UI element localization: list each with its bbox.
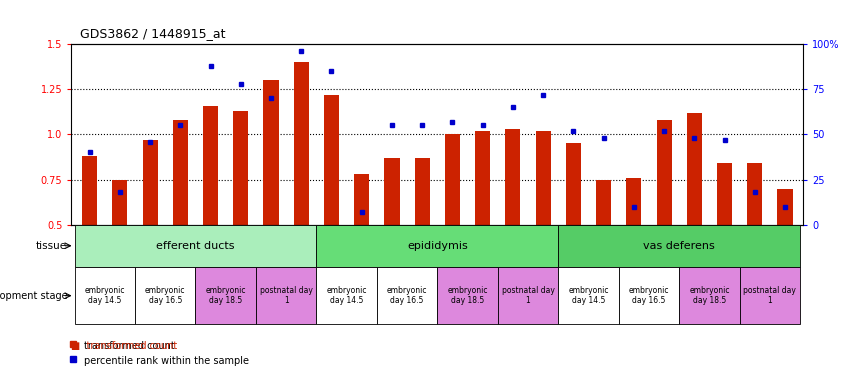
Text: vas deferens: vas deferens <box>643 241 715 251</box>
Text: embryonic
day 16.5: embryonic day 16.5 <box>145 286 186 305</box>
Bar <box>498 267 558 324</box>
Text: GDS3862 / 1448915_at: GDS3862 / 1448915_at <box>80 27 225 40</box>
Bar <box>233 111 248 225</box>
Bar <box>687 113 702 225</box>
Bar <box>75 225 316 267</box>
Bar <box>627 178 642 225</box>
Text: postnatal day
1: postnatal day 1 <box>260 286 313 305</box>
Bar <box>354 174 369 225</box>
Bar <box>747 163 762 225</box>
Bar <box>195 267 256 324</box>
Bar <box>558 267 619 324</box>
Bar <box>384 158 399 225</box>
Bar <box>263 80 278 225</box>
Bar <box>113 180 128 225</box>
Bar <box>505 129 521 225</box>
Bar <box>717 163 733 225</box>
Bar <box>437 267 498 324</box>
Text: ■  transformed count: ■ transformed count <box>71 341 177 351</box>
Bar <box>536 131 551 225</box>
Bar <box>172 120 188 225</box>
Text: embryonic
day 16.5: embryonic day 16.5 <box>629 286 669 305</box>
Text: transformed count: transformed count <box>84 341 175 351</box>
Bar <box>445 134 460 225</box>
Bar <box>596 180 611 225</box>
Bar <box>75 267 135 324</box>
Text: embryonic
day 14.5: embryonic day 14.5 <box>326 286 367 305</box>
Bar <box>566 144 581 225</box>
Text: embryonic
day 14.5: embryonic day 14.5 <box>569 286 609 305</box>
Bar <box>377 267 437 324</box>
Bar <box>740 267 800 324</box>
Text: embryonic
day 16.5: embryonic day 16.5 <box>387 286 427 305</box>
Text: tissue: tissue <box>36 241 67 251</box>
Bar <box>657 120 672 225</box>
Text: embryonic
day 14.5: embryonic day 14.5 <box>84 286 125 305</box>
Text: embryonic
day 18.5: embryonic day 18.5 <box>689 286 730 305</box>
Text: postnatal day
1: postnatal day 1 <box>743 286 796 305</box>
Bar <box>324 95 339 225</box>
Bar <box>316 267 377 324</box>
Text: embryonic
day 18.5: embryonic day 18.5 <box>205 286 246 305</box>
Bar <box>415 158 430 225</box>
Bar <box>316 225 558 267</box>
Bar <box>619 267 680 324</box>
Bar <box>135 267 195 324</box>
Text: development stage: development stage <box>0 291 67 301</box>
Text: percentile rank within the sample: percentile rank within the sample <box>84 356 249 366</box>
Text: embryonic
day 18.5: embryonic day 18.5 <box>447 286 488 305</box>
Bar <box>475 131 490 225</box>
Bar <box>680 267 740 324</box>
Text: epididymis: epididymis <box>407 241 468 251</box>
Bar <box>777 189 792 225</box>
Bar <box>82 156 98 225</box>
Bar <box>256 267 316 324</box>
Bar <box>558 225 800 267</box>
Text: efferent ducts: efferent ducts <box>156 241 235 251</box>
Bar <box>294 62 309 225</box>
Bar <box>142 140 157 225</box>
Text: postnatal day
1: postnatal day 1 <box>501 286 554 305</box>
Bar <box>203 106 218 225</box>
